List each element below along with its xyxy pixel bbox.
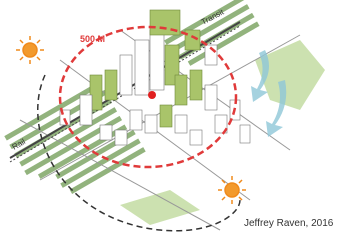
radius-label: 500 M [80, 34, 105, 44]
urban-diagram: 500 M Transit Rail Jeffrey Raven, 2016 [0, 0, 340, 240]
buildings [60, 10, 250, 145]
station-marker [148, 91, 156, 99]
page: 500 M Transit Rail Jeffrey Raven, 2016 (… [0, 0, 340, 240]
credit: Jeffrey Raven, 2016 [244, 218, 334, 229]
sun [218, 176, 246, 204]
sun [16, 36, 44, 64]
